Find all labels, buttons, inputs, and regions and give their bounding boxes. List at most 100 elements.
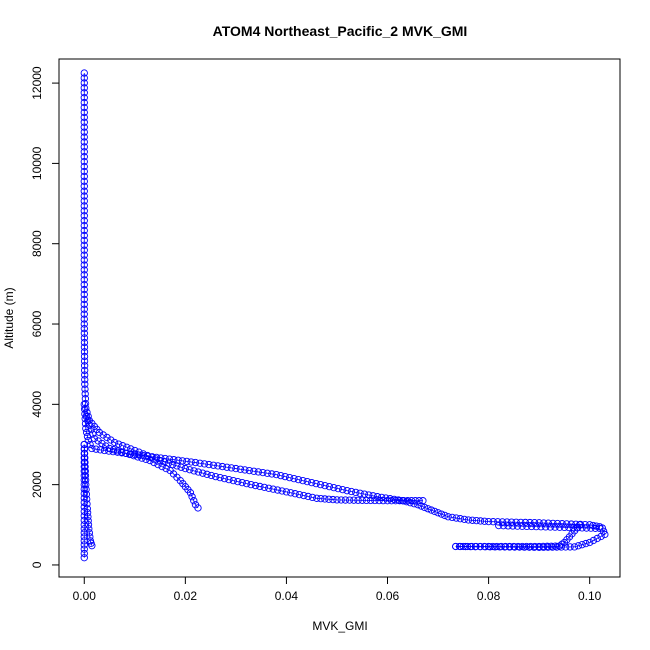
data-point <box>481 543 489 551</box>
data-point <box>543 542 551 550</box>
data-point <box>541 523 550 531</box>
data-point <box>456 515 464 523</box>
data-point <box>80 276 88 284</box>
data-point <box>170 456 178 464</box>
data-point <box>223 463 231 471</box>
data-point <box>80 315 88 323</box>
data-point <box>80 348 89 356</box>
data-point <box>250 467 258 475</box>
data-point <box>518 522 526 530</box>
data-point <box>205 460 213 469</box>
data-point <box>80 167 88 176</box>
data-point <box>80 357 89 365</box>
data-point <box>191 458 200 467</box>
data-point <box>80 554 88 562</box>
data-point <box>476 517 485 525</box>
data-point <box>498 518 507 526</box>
data-point <box>510 543 519 551</box>
data-point <box>80 217 88 225</box>
data-point <box>214 462 222 470</box>
data-point <box>468 516 477 524</box>
x-tick-label: 0.10 <box>578 589 602 603</box>
data-point <box>334 485 342 493</box>
data-point <box>80 69 88 77</box>
data-point <box>354 496 362 504</box>
data-point <box>229 476 238 485</box>
data-point <box>337 496 345 504</box>
data-point <box>591 524 600 532</box>
data-point <box>200 460 209 468</box>
data-point <box>126 450 135 458</box>
x-axis: 0.00 0.02 0.04 0.06 0.08 0.10 <box>73 576 602 603</box>
data-point <box>562 543 570 551</box>
data-point <box>557 543 565 551</box>
data-point <box>510 542 518 551</box>
data-point <box>80 103 88 112</box>
data-point <box>444 513 452 521</box>
data-point <box>80 325 88 333</box>
data-point <box>203 470 211 478</box>
data-point <box>80 118 88 126</box>
data-point <box>256 482 264 491</box>
data-point <box>216 473 224 482</box>
data-point <box>178 457 187 465</box>
data-point <box>431 507 439 516</box>
x-tick-label: 0.02 <box>174 589 198 603</box>
data-point <box>471 543 480 551</box>
data-point <box>260 483 268 491</box>
data-point <box>472 516 481 525</box>
y-tick-label: 6000 <box>30 310 44 337</box>
data-point <box>80 472 88 480</box>
data-point <box>80 503 88 511</box>
data-point <box>273 486 282 494</box>
data-point <box>404 497 412 505</box>
data-point <box>80 300 88 308</box>
data-point <box>81 419 90 428</box>
data-point <box>80 352 89 361</box>
data-point <box>158 462 166 471</box>
data-point <box>339 486 347 494</box>
data-point <box>80 197 88 205</box>
data-point <box>80 545 88 553</box>
data-point <box>330 484 338 492</box>
data-point <box>154 460 162 469</box>
data-point <box>80 498 88 507</box>
data-point <box>352 488 360 497</box>
data-point <box>303 477 311 486</box>
data-point <box>85 529 93 537</box>
data-point <box>80 521 88 529</box>
data-point <box>377 493 386 502</box>
data-point <box>509 522 517 530</box>
data-point <box>281 472 289 481</box>
data-point <box>80 440 88 449</box>
data-point <box>537 523 545 531</box>
data-point <box>99 431 107 439</box>
data-point <box>308 478 316 487</box>
data-point <box>496 543 504 551</box>
data-point <box>574 524 582 532</box>
data-point <box>369 492 377 500</box>
data-point <box>285 473 294 482</box>
data-point <box>544 543 552 551</box>
data-point <box>406 499 414 507</box>
data-point <box>146 456 154 465</box>
data-point <box>530 543 538 551</box>
data-point <box>549 519 557 527</box>
data-point <box>190 497 198 505</box>
data-point <box>80 94 88 102</box>
data-point <box>80 108 88 117</box>
data-point <box>80 541 88 549</box>
data-point <box>254 468 263 476</box>
data-point <box>434 509 442 517</box>
series-line <box>83 404 403 502</box>
data-point <box>80 329 89 337</box>
data-point <box>394 496 403 504</box>
data-point <box>80 343 89 351</box>
data-point <box>238 478 246 487</box>
data-point <box>80 537 88 545</box>
data-point <box>499 522 508 530</box>
data-point <box>544 519 552 527</box>
data-point <box>212 472 220 481</box>
series-layer <box>80 69 609 562</box>
data-point <box>300 491 308 500</box>
